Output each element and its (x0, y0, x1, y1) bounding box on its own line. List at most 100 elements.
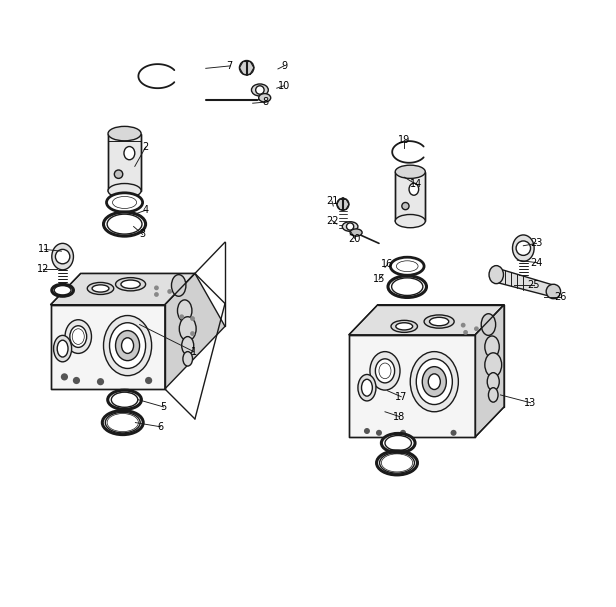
Ellipse shape (116, 331, 140, 361)
Ellipse shape (428, 374, 440, 390)
Ellipse shape (429, 317, 448, 326)
Ellipse shape (370, 351, 400, 390)
Circle shape (337, 198, 349, 210)
Circle shape (463, 330, 468, 335)
Text: 17: 17 (395, 392, 407, 402)
Ellipse shape (489, 266, 503, 283)
Text: 3: 3 (140, 229, 145, 239)
Text: 7: 7 (227, 61, 233, 71)
Circle shape (61, 373, 68, 381)
Ellipse shape (171, 274, 186, 296)
Text: 26: 26 (554, 293, 567, 302)
Ellipse shape (424, 315, 454, 328)
Ellipse shape (342, 222, 358, 231)
Ellipse shape (54, 285, 71, 295)
Circle shape (154, 285, 159, 290)
Text: 4: 4 (142, 205, 148, 215)
Ellipse shape (485, 353, 501, 377)
Ellipse shape (362, 379, 372, 396)
Ellipse shape (177, 300, 192, 322)
Circle shape (516, 241, 530, 256)
Ellipse shape (107, 193, 142, 212)
Ellipse shape (385, 435, 411, 450)
Ellipse shape (121, 280, 140, 288)
Text: 2: 2 (142, 142, 148, 152)
Ellipse shape (52, 284, 73, 296)
Polygon shape (51, 305, 165, 389)
Text: 15: 15 (373, 274, 385, 285)
Ellipse shape (102, 410, 143, 435)
Circle shape (546, 284, 561, 299)
Ellipse shape (107, 413, 139, 432)
Ellipse shape (513, 235, 534, 262)
Circle shape (115, 170, 123, 178)
Ellipse shape (54, 336, 71, 362)
Circle shape (55, 249, 70, 264)
Circle shape (190, 331, 195, 336)
Circle shape (346, 223, 354, 230)
Text: 16: 16 (381, 259, 394, 270)
Polygon shape (475, 305, 504, 437)
Text: 14: 14 (410, 180, 423, 189)
Polygon shape (108, 134, 141, 191)
Circle shape (461, 323, 466, 328)
Text: 5: 5 (161, 402, 167, 412)
Circle shape (190, 316, 195, 321)
Ellipse shape (65, 320, 92, 353)
Circle shape (73, 377, 80, 384)
Ellipse shape (388, 276, 426, 297)
Text: 10: 10 (278, 81, 290, 91)
Ellipse shape (391, 257, 424, 275)
Circle shape (179, 314, 184, 319)
Text: 9: 9 (281, 61, 287, 71)
Ellipse shape (111, 392, 138, 407)
Circle shape (400, 430, 406, 436)
Circle shape (450, 430, 456, 436)
Ellipse shape (376, 451, 418, 475)
Circle shape (168, 289, 172, 294)
Ellipse shape (392, 278, 423, 296)
Ellipse shape (259, 93, 270, 102)
Ellipse shape (251, 84, 269, 96)
Ellipse shape (108, 126, 141, 141)
Circle shape (240, 61, 254, 75)
Ellipse shape (487, 373, 499, 391)
Ellipse shape (358, 375, 376, 401)
Ellipse shape (70, 326, 87, 347)
Polygon shape (495, 268, 554, 297)
Ellipse shape (121, 337, 134, 353)
Ellipse shape (409, 183, 419, 195)
Circle shape (376, 430, 382, 436)
Text: 8: 8 (263, 97, 269, 107)
Polygon shape (349, 305, 504, 335)
Ellipse shape (416, 359, 452, 404)
Text: 6: 6 (158, 422, 164, 432)
Text: 13: 13 (524, 398, 537, 408)
Ellipse shape (381, 433, 415, 453)
Ellipse shape (92, 285, 109, 292)
Polygon shape (165, 273, 225, 389)
Ellipse shape (375, 359, 395, 383)
Ellipse shape (397, 261, 418, 271)
Circle shape (364, 428, 370, 434)
Text: 25: 25 (527, 280, 540, 291)
Text: 23: 23 (530, 239, 543, 248)
Ellipse shape (350, 229, 362, 236)
Ellipse shape (108, 183, 141, 198)
Text: 22: 22 (326, 215, 338, 226)
Circle shape (145, 377, 152, 384)
Ellipse shape (107, 214, 142, 234)
Ellipse shape (381, 454, 413, 472)
Ellipse shape (395, 214, 425, 228)
Circle shape (474, 327, 479, 331)
Ellipse shape (379, 453, 415, 473)
Text: 19: 19 (398, 135, 410, 145)
Ellipse shape (103, 212, 145, 236)
Circle shape (97, 378, 104, 385)
Text: 12: 12 (37, 263, 49, 274)
Circle shape (402, 203, 409, 209)
Ellipse shape (108, 390, 142, 409)
Ellipse shape (105, 412, 140, 433)
Text: 11: 11 (38, 245, 51, 254)
Ellipse shape (481, 314, 496, 336)
